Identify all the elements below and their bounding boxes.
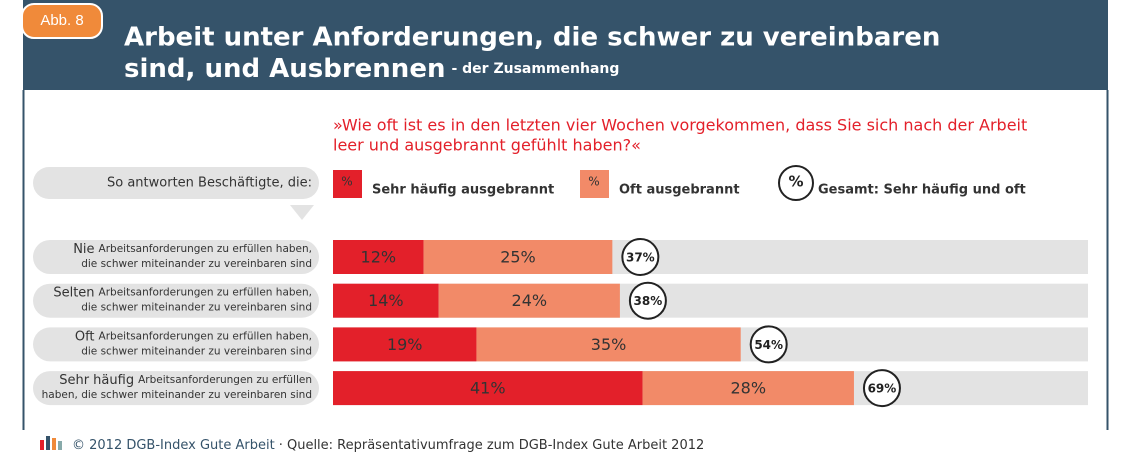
legend-swatch (333, 170, 362, 198)
bar-segment (423, 240, 613, 274)
row-pill (33, 371, 319, 406)
bar-segment (333, 283, 439, 318)
row-pill (33, 283, 319, 318)
badge-text: Abb. 8 (40, 12, 83, 29)
value-label: 41% (470, 379, 506, 398)
group-label: So antworten Beschäftigte, die: (107, 176, 312, 191)
value-label: 24% (512, 291, 548, 310)
header (23, 0, 1108, 90)
legend-symbol: % (788, 173, 803, 191)
total-label: 54% (754, 338, 783, 352)
category-note: die schwer miteinander zu vereinbaren si… (81, 258, 312, 270)
footer: © 2012 DGB-Index Gute Arbeit · Quelle: Re… (72, 438, 704, 453)
value-label: 14% (368, 291, 404, 310)
total-label: 69% (868, 382, 897, 396)
bar-segment (333, 240, 424, 274)
category: Oft (75, 329, 95, 344)
category-note: haben, die schwer miteinander zu vereinb… (42, 389, 312, 401)
total-label: 38% (634, 294, 663, 308)
bar-segment (438, 283, 620, 318)
legend-swatch (580, 170, 609, 198)
footer-icon (40, 436, 62, 450)
question: leer und ausgebrannt gefühlt haben?« (333, 136, 641, 155)
category-note: Arbeitsanforderungen zu erfüllen (138, 374, 312, 386)
row-pill (33, 240, 319, 274)
credit: © 2012 DGB-Index Gute Arbeit (72, 438, 275, 453)
total-circle (628, 281, 667, 320)
subtitle: - der Zusammenhang (451, 61, 619, 77)
value-label: 25% (500, 248, 536, 267)
category-note: die schwer miteinander zu vereinbaren si… (81, 302, 312, 314)
title-line: sind, und Ausbrennen (124, 54, 445, 84)
group-pill (33, 167, 319, 199)
category-note: die schwer miteinander zu vereinbaren si… (81, 345, 312, 357)
legend-circle (778, 165, 814, 201)
total-circle (621, 238, 660, 276)
chart-title: sind, und Ausbrennen - der Zusammenhang (124, 54, 619, 84)
legend-label: Oft ausgebrannt (619, 183, 740, 198)
category: Nie (73, 242, 94, 257)
legend-label: Gesamt: Sehr häufig und oft (818, 183, 1026, 198)
row-label: Selten Arbeitsanforderungen zu erfüllen h… (53, 285, 312, 300)
legend-symbol: % (341, 175, 352, 189)
source: · Quelle: Repräsentativumfrage zum DGB-I… (279, 438, 705, 453)
chart-title: Arbeit unter Anforderungen, die schwer z… (124, 23, 940, 53)
row-label: Nie Arbeitsanforderungen zu erfüllen habe… (73, 242, 312, 257)
total-circle (862, 369, 901, 408)
bar-segment (476, 327, 741, 362)
category-note: Arbeitsanforderungen zu erfüllen haben, (99, 243, 312, 255)
question: »Wie oft ist es in den letzten vier Woch… (333, 116, 1027, 135)
row-pill (33, 327, 319, 362)
row-label: Oft Arbeitsanforderungen zu erfüllen habe… (75, 329, 312, 344)
value-label: 35% (591, 335, 627, 354)
total-label: 37% (626, 251, 655, 265)
value-label: 28% (730, 379, 766, 398)
legend-label: Sehr häufig ausgebrannt (372, 183, 554, 198)
category: Sehr häufig (59, 373, 134, 388)
bar-segment (333, 371, 643, 406)
bar-segment (333, 327, 477, 362)
value-label: 12% (361, 248, 397, 267)
category-note: Arbeitsanforderungen zu erfüllen haben, (99, 287, 312, 299)
legend-symbol: % (588, 175, 599, 189)
bar-segment (642, 371, 854, 406)
category: Selten (53, 285, 94, 300)
arrow (290, 205, 314, 220)
badge (21, 3, 103, 39)
category-note: Arbeitsanforderungen zu erfüllen haben, (99, 330, 312, 342)
row-label: Sehr häufig Arbeitsanforderungen zu erfül… (59, 373, 312, 388)
total-circle (749, 325, 788, 364)
value-label: 19% (387, 335, 423, 354)
